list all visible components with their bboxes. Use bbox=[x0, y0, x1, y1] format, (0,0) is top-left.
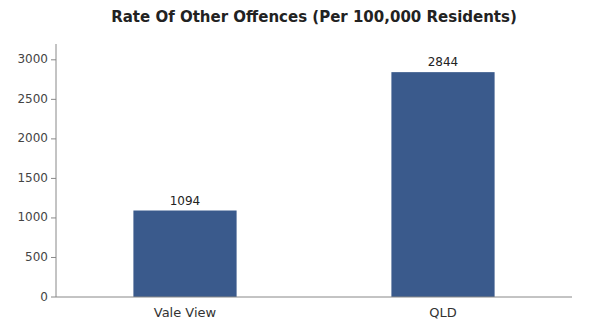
x-tick-label: Vale View bbox=[154, 305, 217, 320]
chart-container: Rate Of Other Offences (Per 100,000 Resi… bbox=[0, 0, 592, 333]
bar bbox=[133, 211, 236, 297]
y-tick-label: 3000 bbox=[17, 52, 48, 66]
y-tick-label: 500 bbox=[25, 250, 48, 264]
y-tick-label: 1000 bbox=[17, 210, 48, 224]
y-tick bbox=[51, 217, 56, 218]
y-tick bbox=[51, 99, 56, 100]
bar bbox=[391, 72, 494, 297]
chart-svg: Rate Of Other Offences (Per 100,000 Resi… bbox=[0, 0, 592, 333]
y-tick-label: 0 bbox=[40, 290, 48, 304]
data-label: 2844 bbox=[428, 55, 459, 69]
y-tick bbox=[51, 138, 56, 139]
bars bbox=[133, 72, 494, 297]
data-labels: 1094 2844 bbox=[170, 55, 459, 207]
y-tick bbox=[51, 178, 56, 179]
y-tick-label: 2000 bbox=[17, 131, 48, 145]
x-axis: Vale View QLD bbox=[56, 297, 572, 320]
y-tick bbox=[51, 59, 56, 60]
y-tick bbox=[51, 297, 56, 298]
y-tick bbox=[51, 257, 56, 258]
x-tick-label: QLD bbox=[429, 305, 457, 320]
data-label: 1094 bbox=[170, 194, 201, 208]
y-axis: 0 500 1000 1500 2000 2500 3000 bbox=[17, 44, 56, 304]
x-axis-line bbox=[56, 297, 572, 298]
y-axis-line bbox=[56, 44, 57, 297]
y-tick-label: 1500 bbox=[17, 171, 48, 185]
chart-title: Rate Of Other Offences (Per 100,000 Resi… bbox=[111, 8, 517, 26]
y-tick-label: 2500 bbox=[17, 92, 48, 106]
